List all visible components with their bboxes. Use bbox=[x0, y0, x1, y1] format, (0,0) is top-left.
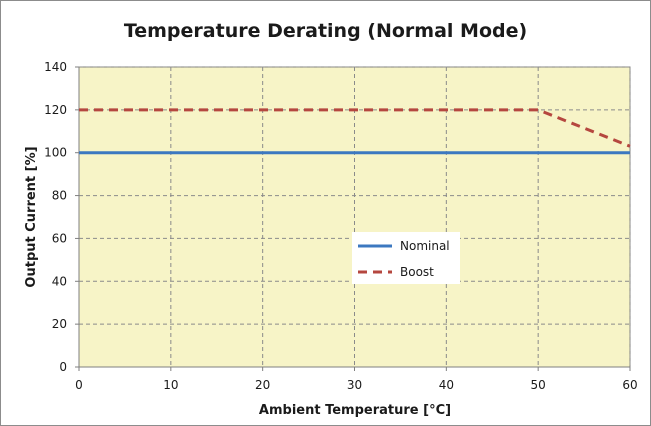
legend-label-nominal: Nominal bbox=[400, 239, 450, 253]
legend-box bbox=[352, 232, 460, 284]
y-tick-label: 140 bbox=[44, 60, 67, 74]
y-tick-label: 40 bbox=[52, 274, 67, 288]
y-tick-label: 20 bbox=[52, 317, 67, 331]
y-tick-label: 100 bbox=[44, 146, 67, 160]
y-tick-label: 120 bbox=[44, 103, 67, 117]
x-tick-label: 20 bbox=[255, 378, 270, 392]
x-tick-label: 60 bbox=[622, 378, 637, 392]
x-tick-label: 40 bbox=[439, 378, 454, 392]
y-tick-label: 0 bbox=[59, 360, 67, 374]
x-tick-label: 0 bbox=[75, 378, 83, 392]
y-tick-label: 80 bbox=[52, 189, 67, 203]
x-tick-label: 30 bbox=[347, 378, 362, 392]
chart-title: Temperature Derating (Normal Mode) bbox=[123, 20, 528, 42]
x-tick-label: 50 bbox=[531, 378, 546, 392]
series-boost-line bbox=[79, 108, 631, 148]
y-axis-label: Output Current [%] bbox=[24, 146, 39, 287]
legend-label-boost: Boost bbox=[400, 265, 434, 279]
y-tick-label: 60 bbox=[52, 231, 67, 245]
x-axis-label: Ambient Temperature [°C] bbox=[259, 403, 451, 418]
x-tick-label: 10 bbox=[163, 378, 178, 392]
